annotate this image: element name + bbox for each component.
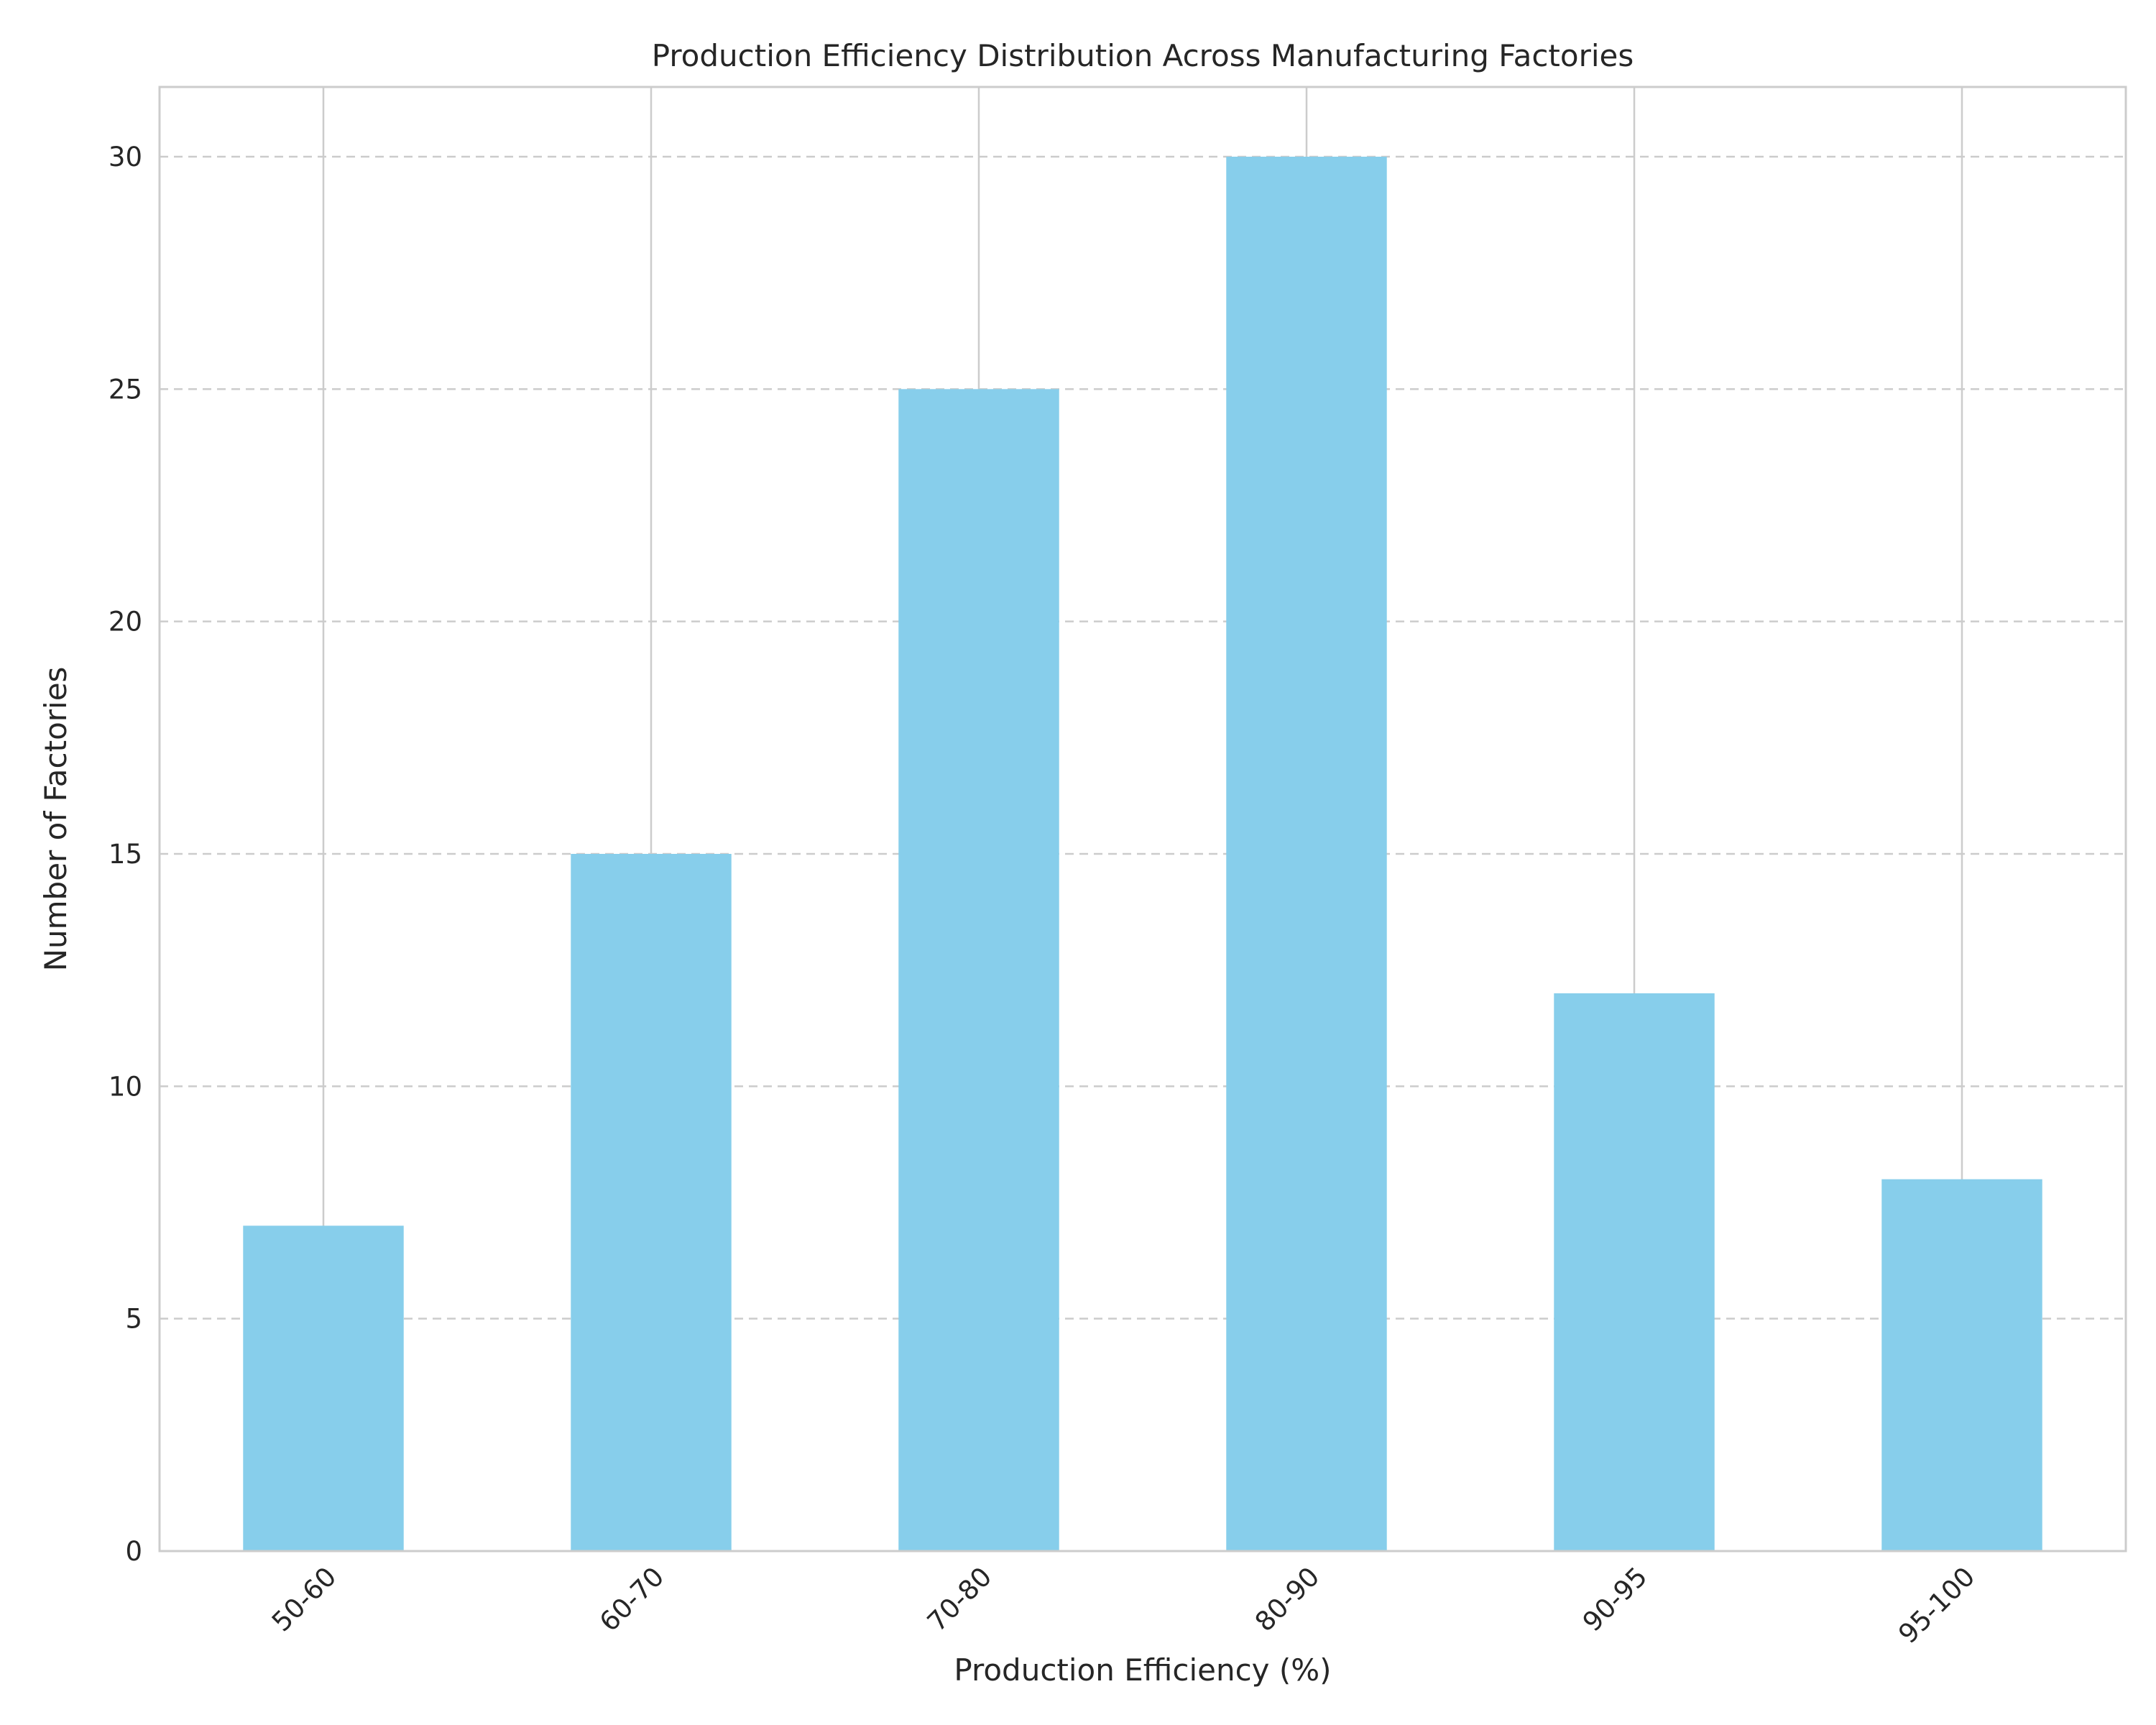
bar-50-60 [243,1225,404,1551]
x-tick-label: 80-90 [1249,1561,1325,1637]
grid-layer [160,87,2126,1551]
y-tick-label: 30 [109,142,142,172]
x-tick-label: 70-80 [921,1561,998,1637]
bar-80-90 [1226,157,1387,1551]
y-tick-label: 0 [125,1536,142,1567]
x-tick-label: 90-95 [1577,1561,1653,1637]
x-tick-label: 50-60 [266,1561,342,1637]
y-tick-label: 5 [125,1304,142,1335]
y-tick-labels: 0 5 10 15 20 25 30 [109,142,142,1567]
chart-title: Production Efficiency Distribution Acros… [652,38,1634,73]
y-tick-label: 10 [109,1071,142,1102]
y-tick-label: 25 [109,374,142,405]
y-axis-label: Number of Factories [38,667,73,972]
bar-70-80 [898,389,1059,1552]
bar-95-100 [1881,1179,2042,1551]
x-tick-label: 60-70 [594,1561,670,1637]
x-tick-label: 95-100 [1892,1561,1981,1650]
bar-90-95 [1554,993,1715,1551]
x-axis-label: Production Efficiency (%) [954,1652,1331,1688]
bar-60-70 [571,854,732,1551]
y-tick-label: 15 [109,839,142,870]
x-tick-labels: 50-60 60-70 70-80 80-90 90-95 95-100 [266,1561,1981,1650]
y-tick-label: 20 [109,607,142,638]
plot-frame [158,86,2127,1552]
bars-layer [243,157,2042,1552]
